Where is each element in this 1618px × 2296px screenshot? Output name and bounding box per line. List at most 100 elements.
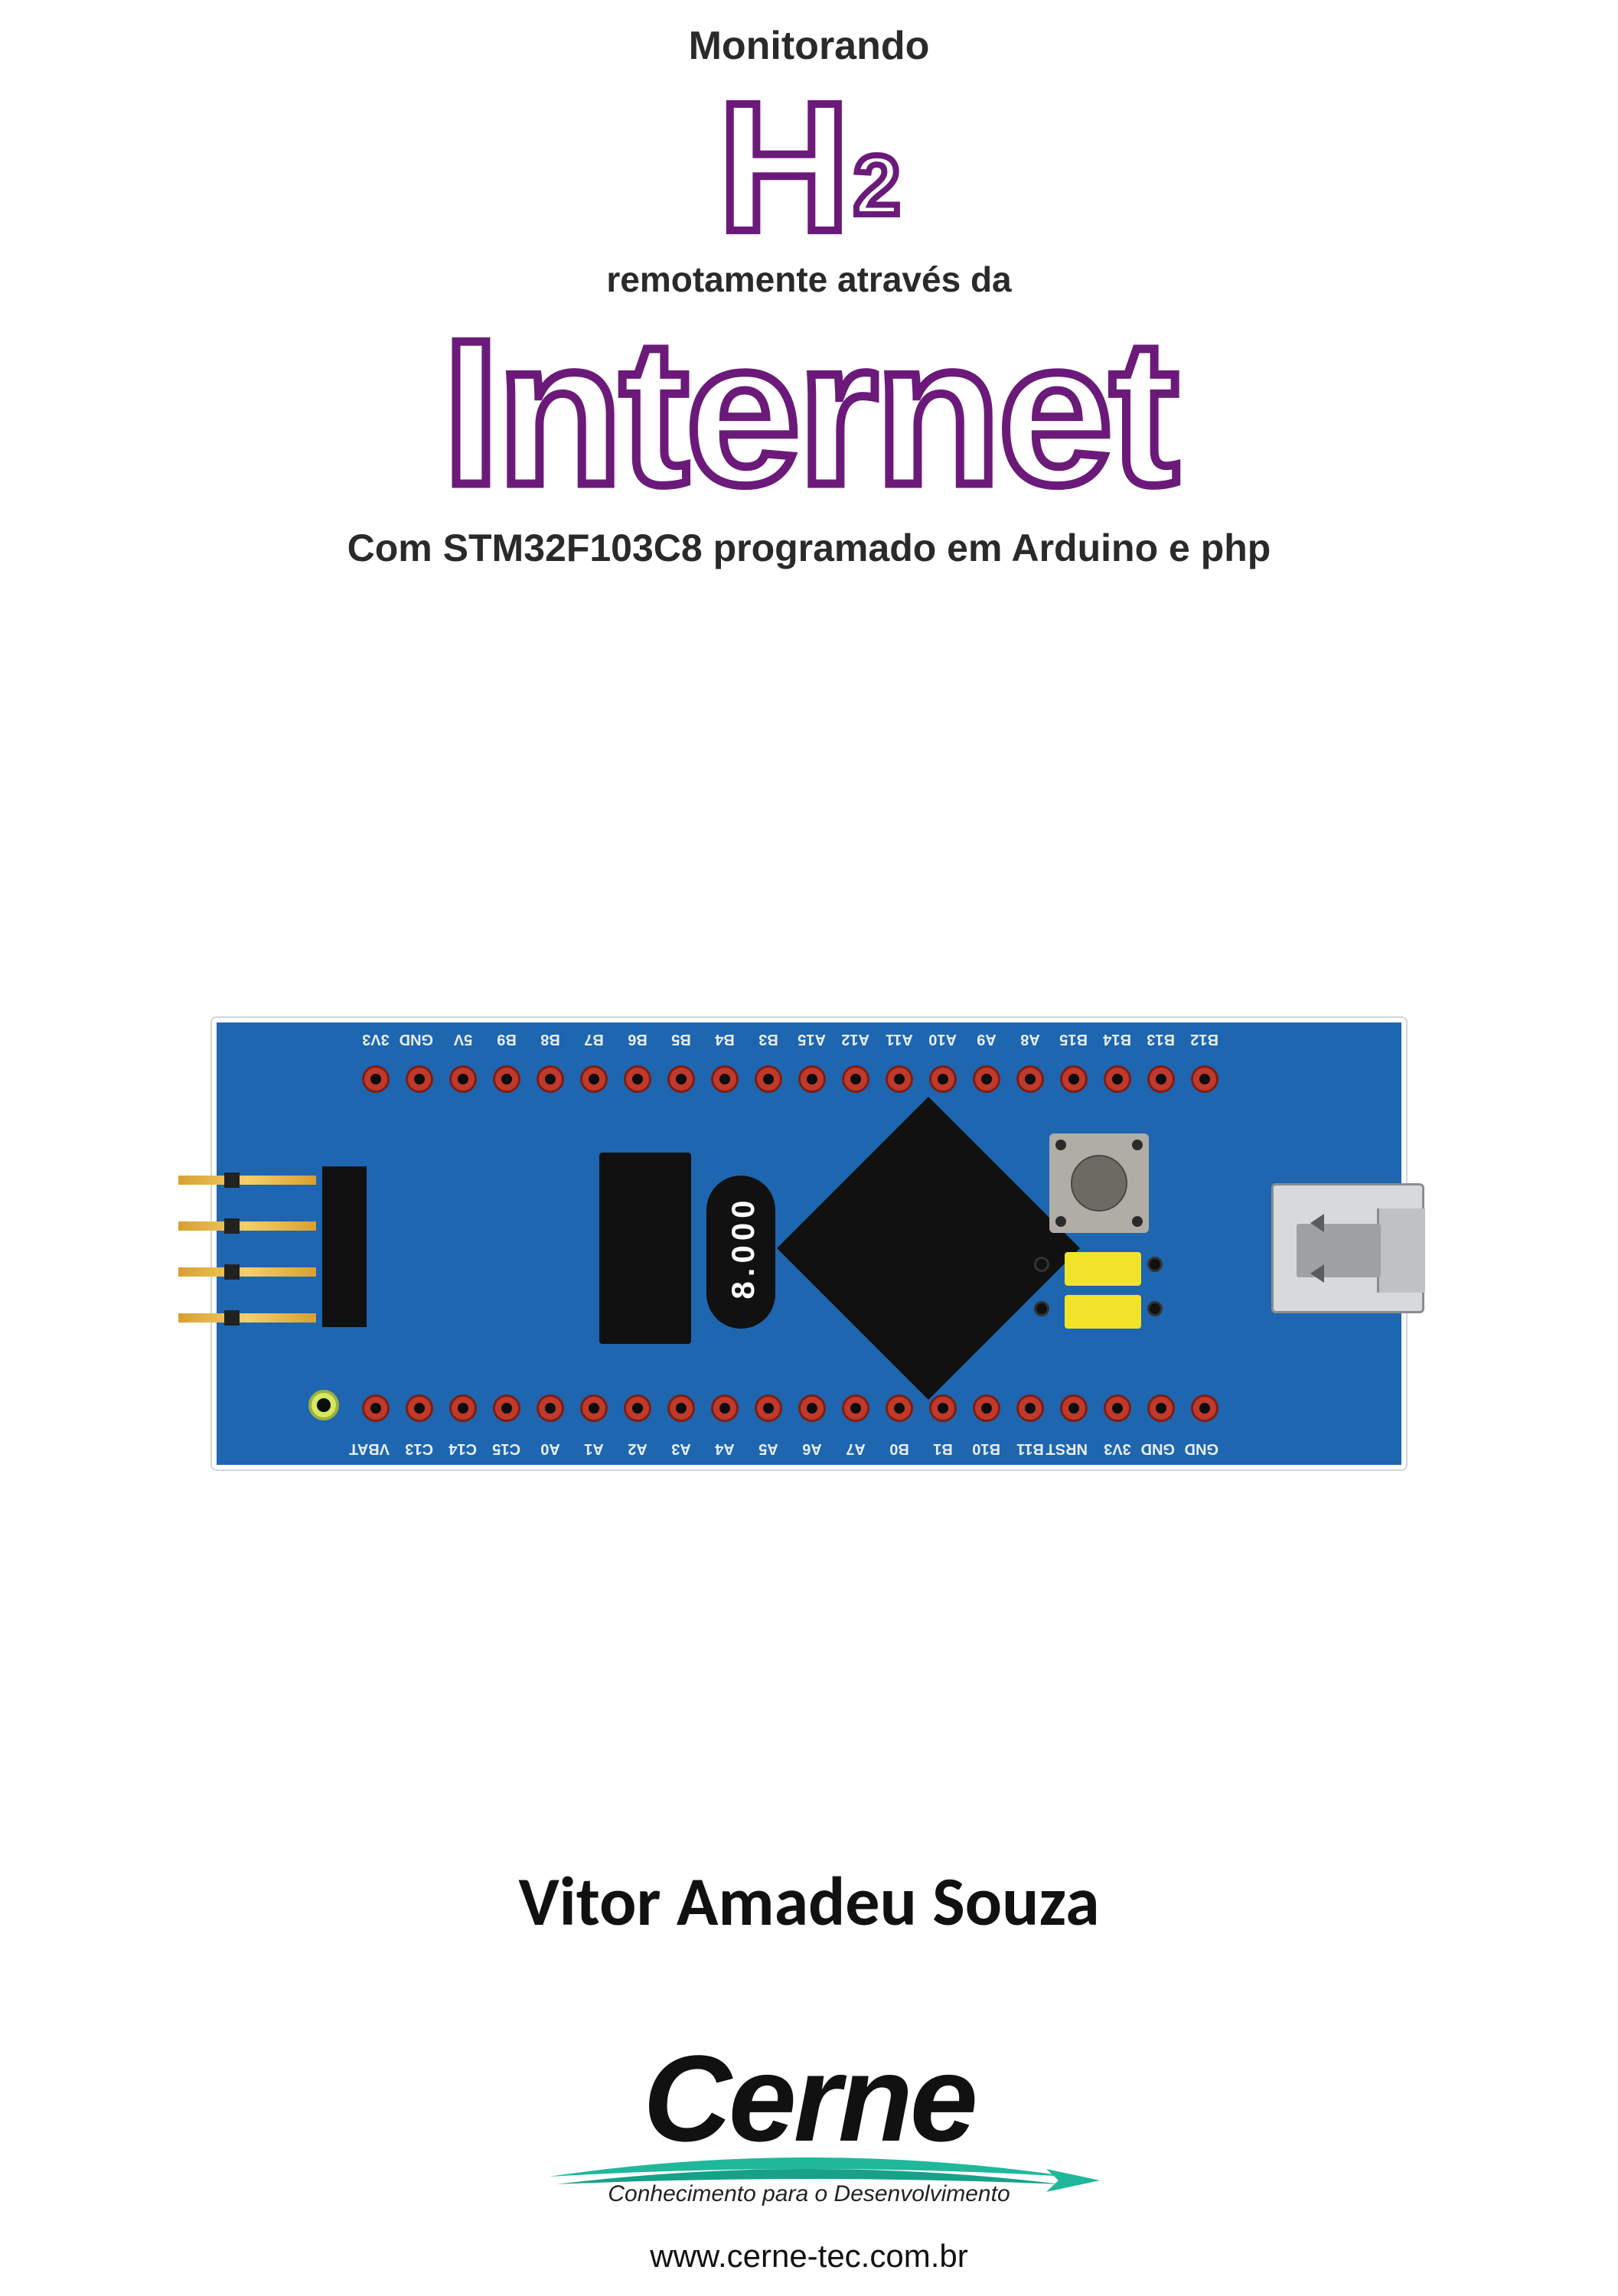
mcu-chip [777, 1097, 1080, 1400]
jumper-cap [1065, 1252, 1141, 1286]
board-illustration: 3V3GND5VB9B8B7B6B5B4B3A15A12A11A10A9A8B1… [212, 1018, 1406, 1469]
pin-hole [667, 1065, 695, 1093]
pin-hole [929, 1065, 957, 1093]
header-pin-row [178, 1267, 316, 1277]
voltage-regulator [599, 1153, 691, 1344]
pin-label: A12 [842, 1030, 869, 1048]
pin-hole [362, 1394, 390, 1422]
pin-label: B8 [537, 1030, 564, 1048]
swoosh-arrow [1046, 2169, 1100, 2192]
pin-label: A0 [537, 1440, 564, 1457]
pin-hole [1060, 1065, 1088, 1093]
pin-hole [362, 1065, 390, 1093]
pin-hole [1104, 1394, 1131, 1422]
button-leg [1132, 1216, 1143, 1227]
jumper-pin [1147, 1301, 1163, 1316]
pin-hole [624, 1065, 651, 1093]
pin-hole [842, 1394, 869, 1422]
pin-hole [798, 1065, 826, 1093]
pin-hole [1016, 1394, 1044, 1422]
pin-label: B10 [973, 1440, 1000, 1457]
pin-label: A5 [755, 1440, 782, 1457]
pin-hole [1147, 1394, 1175, 1422]
pin-label: A2 [624, 1440, 651, 1457]
header-pin-row [178, 1221, 316, 1231]
pin-label: 3V3 [362, 1030, 390, 1048]
pin-hole [580, 1065, 608, 1093]
pin-label: B5 [667, 1030, 695, 1048]
pin-tip [224, 1218, 240, 1234]
pin-hole [755, 1394, 782, 1422]
publisher-logo: Cerne Conhecimento para o Desenvolviment… [503, 2028, 1115, 2275]
pin-hole [755, 1065, 782, 1093]
button-leg [1055, 1140, 1066, 1150]
pin-row-top [362, 1065, 1218, 1093]
pin-hole [449, 1394, 477, 1422]
pin-hole [1104, 1065, 1131, 1093]
swd-header [178, 1168, 400, 1329]
pin-label: B6 [624, 1030, 651, 1048]
pin-label: GND [406, 1030, 433, 1048]
pin-hole [493, 1394, 520, 1422]
jumper-pin [1034, 1257, 1049, 1272]
usb-detail [1310, 1214, 1324, 1232]
pin-hole [667, 1394, 695, 1422]
boot-jumpers [1034, 1252, 1164, 1336]
title-block: Monitorando H 2 remotamente através da I… [0, 23, 1618, 570]
pin-labels-top: 3V3GND5VB9B8B7B6B5B4B3A15A12A11A10A9A8B1… [362, 1030, 1218, 1048]
pin-label: B13 [1147, 1030, 1175, 1048]
button-leg [1132, 1140, 1143, 1150]
pin-hole [842, 1065, 869, 1093]
led-indicator [308, 1390, 339, 1420]
title-line1: Monitorando [0, 23, 1618, 69]
publisher-url: www.cerne-tec.com.br [503, 2238, 1115, 2275]
pin-hole [1191, 1065, 1218, 1093]
pin-label: B14 [1104, 1030, 1131, 1048]
reset-button [1049, 1133, 1149, 1233]
usb-detail [1310, 1264, 1324, 1283]
jumper-pin [1034, 1301, 1049, 1316]
pin-hole [449, 1065, 477, 1093]
pin-label: B9 [493, 1030, 520, 1048]
chemical-formula: H 2 [0, 77, 1618, 245]
header-pin-row [178, 1176, 316, 1185]
pin-hole [493, 1065, 520, 1093]
pin-label: VBAT [362, 1440, 390, 1457]
pin-label: A11 [886, 1030, 913, 1048]
pin-hole [580, 1394, 608, 1422]
pin-hole [537, 1394, 564, 1422]
pin-label: C13 [406, 1440, 433, 1457]
formula-subscript: 2 [853, 137, 900, 234]
stm32-bluepill-board: 3V3GND5VB9B8B7B6B5B4B3A15A12A11A10A9A8B1… [212, 1018, 1406, 1469]
pin-hole [1147, 1065, 1175, 1093]
pin-label: B4 [711, 1030, 739, 1048]
pin-hole [1191, 1394, 1218, 1422]
pin-row-bottom [362, 1394, 1218, 1422]
author-name: Vitor Amadeu Souza [0, 1860, 1618, 1944]
pin-label: B15 [1060, 1030, 1088, 1048]
jumper-cap [1065, 1295, 1141, 1329]
formula-element: H [718, 89, 850, 245]
pin-label: C15 [493, 1440, 520, 1457]
title-subtitle: Com STM32F103C8 programado em Arduino e … [0, 526, 1618, 570]
pin-tip [224, 1264, 240, 1280]
micro-usb-port [1271, 1183, 1424, 1313]
pin-label: B3 [755, 1030, 782, 1048]
pin-label: C14 [449, 1440, 477, 1457]
crystal-label: 8.000 [725, 1186, 762, 1309]
logo-swoosh [503, 2146, 1115, 2184]
pin-hole [929, 1394, 957, 1422]
title-big-word: Internet [0, 315, 1618, 512]
pin-tip [224, 1172, 240, 1188]
pin-hole [711, 1394, 739, 1422]
book-cover: Monitorando H 2 remotamente através da I… [0, 0, 1618, 2296]
pin-label: A7 [842, 1440, 869, 1457]
pin-hole [798, 1394, 826, 1422]
usb-socket [1297, 1224, 1381, 1277]
pin-hole [537, 1065, 564, 1093]
header-shroud [322, 1166, 367, 1327]
pin-label: A4 [711, 1440, 739, 1457]
pin-label: A6 [798, 1440, 826, 1457]
pin-label: A3 [667, 1440, 695, 1457]
pin-hole [886, 1394, 913, 1422]
